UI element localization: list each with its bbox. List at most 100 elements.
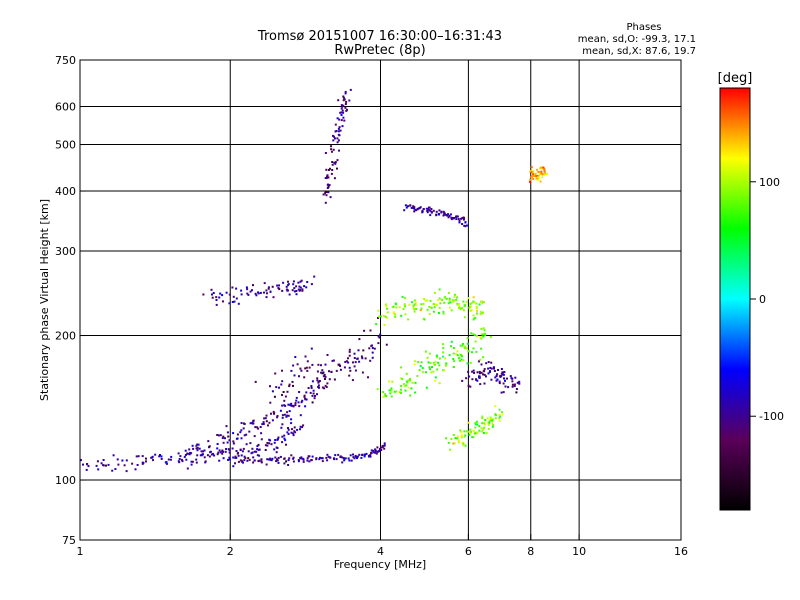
data-point <box>437 361 440 364</box>
data-point <box>321 460 324 463</box>
data-point <box>237 454 240 457</box>
data-point <box>191 444 194 447</box>
data-point <box>276 415 279 417</box>
data-point <box>232 456 235 459</box>
data-point <box>240 454 243 457</box>
chart-subtitle: RwPretec (8p) <box>334 43 425 58</box>
data-point <box>452 347 455 349</box>
data-point <box>530 166 533 169</box>
data-point <box>494 413 497 416</box>
data-point <box>438 364 441 367</box>
data-point <box>297 401 300 404</box>
data-point <box>281 369 283 372</box>
data-point <box>439 302 442 305</box>
data-point <box>474 432 477 435</box>
data-point <box>489 370 491 373</box>
data-point <box>400 366 402 369</box>
data-point <box>403 385 406 388</box>
data-point <box>378 336 381 339</box>
data-point <box>240 437 243 440</box>
data-point <box>371 347 374 349</box>
data-point <box>452 217 455 220</box>
data-point <box>298 285 301 288</box>
data-point <box>203 456 206 459</box>
data-point <box>96 460 99 463</box>
data-point <box>515 391 518 394</box>
data-point <box>472 296 475 299</box>
data-point <box>298 391 301 393</box>
data-point <box>246 288 249 291</box>
data-point <box>462 444 464 447</box>
data-point <box>343 366 346 369</box>
data-point <box>383 442 386 445</box>
data-point <box>278 288 281 291</box>
data-point <box>498 414 501 417</box>
data-point <box>330 172 333 175</box>
data-point <box>491 425 494 428</box>
data-point <box>466 342 469 345</box>
data-point <box>252 420 255 423</box>
data-point <box>260 432 263 435</box>
data-point <box>327 176 330 179</box>
data-point <box>241 450 244 453</box>
data-point <box>536 179 539 181</box>
data-point <box>294 431 297 434</box>
data-point <box>469 428 472 431</box>
data-point <box>256 445 259 448</box>
data-point <box>518 382 521 385</box>
data-point <box>328 456 331 459</box>
data-point <box>414 301 417 304</box>
data-point <box>456 215 459 218</box>
data-point <box>348 99 351 102</box>
data-point <box>275 446 278 449</box>
data-point <box>337 130 340 133</box>
data-point <box>198 447 201 450</box>
data-point <box>303 285 306 288</box>
data-point <box>370 449 373 452</box>
data-point <box>448 306 451 309</box>
data-point <box>494 376 497 379</box>
data-point <box>435 213 438 216</box>
data-point <box>313 397 316 400</box>
data-point <box>342 95 345 98</box>
data-point <box>442 210 445 213</box>
data-point <box>125 470 128 473</box>
data-point <box>481 301 484 304</box>
data-point <box>504 379 506 382</box>
data-point <box>264 449 267 451</box>
data-point <box>328 370 330 373</box>
phases-heading: Phases <box>626 22 661 33</box>
data-point <box>463 346 466 349</box>
data-point <box>285 415 288 418</box>
data-point <box>348 374 351 377</box>
data-point <box>252 461 255 464</box>
data-point <box>213 454 216 457</box>
data-point <box>412 205 415 208</box>
data-point <box>481 422 484 425</box>
data-point <box>345 100 348 103</box>
data-point <box>383 444 386 447</box>
data-point <box>314 395 316 397</box>
data-point <box>463 224 466 227</box>
data-point <box>352 453 354 456</box>
data-point <box>337 127 340 130</box>
data-point <box>295 293 298 296</box>
data-point <box>487 427 490 430</box>
data-point <box>227 458 229 461</box>
data-point <box>415 304 418 307</box>
data-point <box>395 390 398 393</box>
data-point <box>232 440 235 443</box>
data-point <box>294 356 297 358</box>
data-point <box>403 296 406 299</box>
data-point <box>506 377 508 380</box>
data-point <box>268 421 271 424</box>
data-point <box>449 448 452 451</box>
data-point <box>536 175 539 178</box>
data-point <box>304 367 307 370</box>
data-point <box>428 352 431 355</box>
data-point <box>336 141 339 144</box>
data-point <box>221 437 224 439</box>
data-point <box>438 288 441 291</box>
data-point <box>249 422 252 425</box>
data-point <box>542 173 545 176</box>
